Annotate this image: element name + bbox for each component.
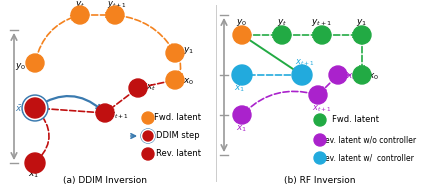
Text: $x_1$: $x_1$ (29, 170, 39, 180)
Circle shape (166, 71, 184, 89)
Text: $y_0$: $y_0$ (16, 62, 26, 73)
Text: Rev. latent w/o controller: Rev. latent w/o controller (320, 135, 416, 145)
Text: $x_1$: $x_1$ (234, 84, 246, 94)
Circle shape (129, 79, 147, 97)
Circle shape (329, 66, 347, 84)
Circle shape (313, 26, 331, 44)
Circle shape (141, 129, 155, 143)
Circle shape (353, 26, 371, 44)
Text: (a) DDIM Inversion: (a) DDIM Inversion (63, 176, 147, 185)
Text: $x_t$: $x_t$ (146, 83, 156, 93)
Text: $y_1$: $y_1$ (184, 44, 194, 55)
Text: (b) RF Inversion: (b) RF Inversion (284, 176, 356, 185)
Circle shape (273, 26, 291, 44)
Circle shape (166, 44, 184, 62)
Text: $x_{t+1}$: $x_{t+1}$ (295, 58, 315, 68)
Text: $y_{t+1}$: $y_{t+1}$ (311, 17, 332, 28)
Circle shape (353, 66, 371, 84)
Text: $y_t$: $y_t$ (277, 17, 287, 28)
Text: $x_t$: $x_t$ (346, 72, 356, 82)
Circle shape (309, 86, 327, 104)
Circle shape (314, 134, 326, 146)
Circle shape (23, 97, 46, 119)
Circle shape (143, 131, 153, 141)
Text: $x_1$: $x_1$ (237, 124, 247, 134)
Text: $x_{t+1}$: $x_{t+1}$ (312, 104, 332, 114)
Text: Fwd. latent: Fwd. latent (332, 116, 378, 124)
Text: Rev. latent: Rev. latent (155, 150, 201, 158)
Circle shape (292, 65, 312, 85)
Circle shape (142, 112, 154, 124)
Circle shape (233, 106, 251, 124)
Circle shape (22, 95, 48, 121)
Circle shape (314, 114, 326, 126)
Circle shape (71, 6, 89, 24)
Circle shape (25, 98, 45, 118)
Circle shape (25, 153, 45, 173)
Circle shape (232, 65, 252, 85)
Circle shape (314, 152, 326, 164)
Text: Fwd. latent: Fwd. latent (155, 113, 201, 123)
Text: Rev. latent w/  controller: Rev. latent w/ controller (320, 153, 414, 163)
Circle shape (26, 54, 44, 72)
Text: $y_0$: $y_0$ (237, 17, 247, 28)
Text: DDIM step: DDIM step (156, 132, 200, 140)
Text: $x_0$: $x_0$ (184, 77, 194, 87)
Circle shape (141, 129, 155, 142)
Text: $y_1$: $y_1$ (356, 17, 368, 28)
Circle shape (96, 104, 114, 122)
Text: $y_{t+1}$: $y_{t+1}$ (107, 0, 127, 10)
Circle shape (233, 26, 251, 44)
Circle shape (106, 6, 124, 24)
Text: $x_0$: $x_0$ (368, 72, 380, 82)
Text: $x_{t+1}$: $x_{t+1}$ (109, 111, 129, 121)
Text: $\bar{x}_1$: $\bar{x}_1$ (16, 104, 26, 116)
Circle shape (142, 148, 154, 160)
Text: $y_t$: $y_t$ (75, 0, 85, 10)
